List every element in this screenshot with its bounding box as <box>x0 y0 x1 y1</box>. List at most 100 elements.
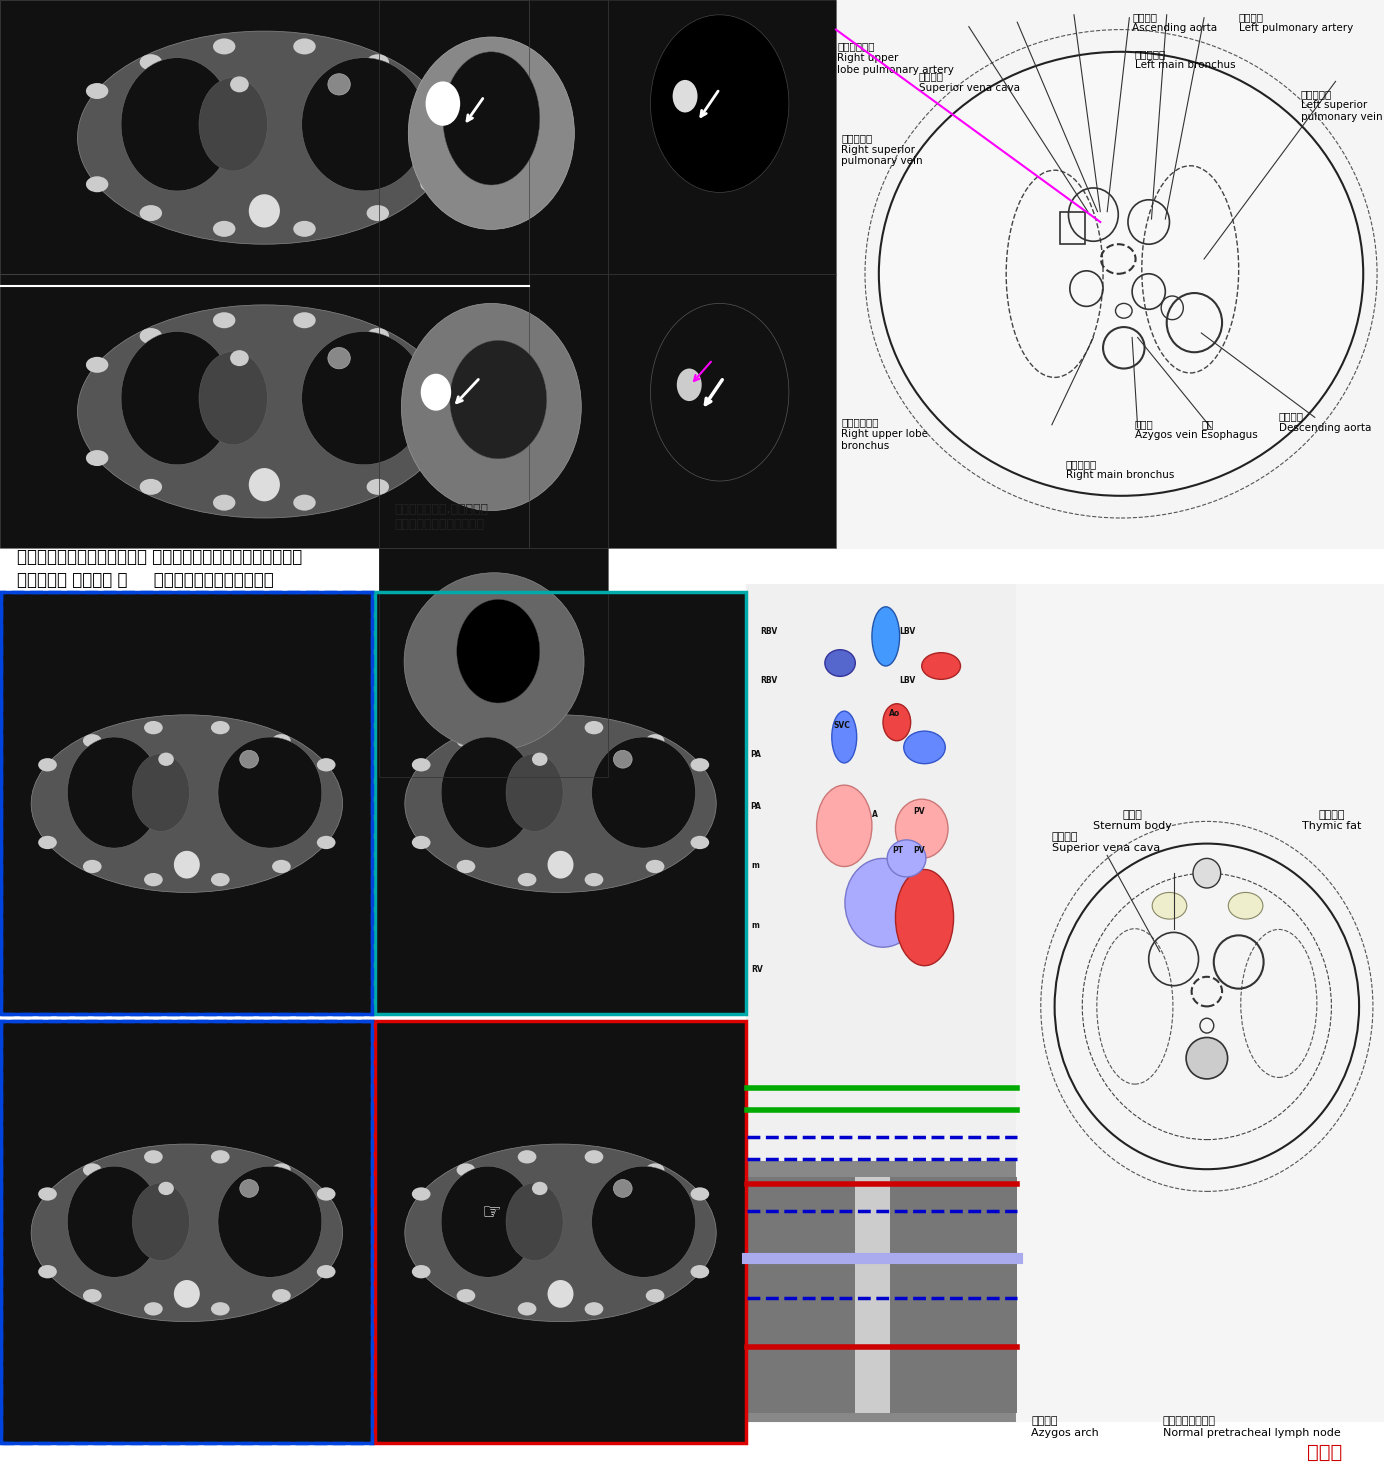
Bar <box>0 0 529 274</box>
Ellipse shape <box>273 1289 291 1302</box>
Ellipse shape <box>122 332 233 465</box>
Ellipse shape <box>239 750 259 768</box>
Ellipse shape <box>650 303 789 481</box>
Text: 奇静脉弓
Azygos arch: 奇静脉弓 Azygos arch <box>1031 1416 1099 1439</box>
Ellipse shape <box>367 329 389 343</box>
Bar <box>375 1021 746 1443</box>
Ellipse shape <box>122 58 233 191</box>
Ellipse shape <box>39 1265 57 1279</box>
Ellipse shape <box>213 312 235 329</box>
Ellipse shape <box>922 653 960 679</box>
Bar <box>836 0 1384 548</box>
Text: LBV: LBV <box>900 676 916 685</box>
Ellipse shape <box>83 1163 101 1177</box>
Text: RV: RV <box>752 965 763 974</box>
Ellipse shape <box>404 573 584 750</box>
Ellipse shape <box>86 83 108 99</box>
Ellipse shape <box>199 351 267 445</box>
Bar <box>379 548 608 777</box>
Ellipse shape <box>239 1180 259 1197</box>
Ellipse shape <box>133 753 190 832</box>
Text: PA: PA <box>750 802 761 811</box>
Text: 右上肺静脉
Right superior
pulmonary vein: 右上肺静脉 Right superior pulmonary vein <box>841 133 923 166</box>
Ellipse shape <box>302 58 426 191</box>
Bar <box>1 592 372 1014</box>
Ellipse shape <box>367 206 389 221</box>
Bar <box>1060 212 1085 244</box>
Ellipse shape <box>584 1150 603 1163</box>
Ellipse shape <box>895 869 954 966</box>
Ellipse shape <box>217 737 321 848</box>
Ellipse shape <box>825 650 855 676</box>
Ellipse shape <box>401 303 581 511</box>
Ellipse shape <box>817 784 872 867</box>
Ellipse shape <box>83 734 101 747</box>
Ellipse shape <box>421 83 443 99</box>
Text: 左上肺静脉
Left superior
pulmonary vein: 左上肺静脉 Left superior pulmonary vein <box>1301 89 1383 121</box>
Ellipse shape <box>412 1187 430 1200</box>
Ellipse shape <box>317 1187 335 1200</box>
Ellipse shape <box>68 737 161 848</box>
Ellipse shape <box>518 721 537 734</box>
Ellipse shape <box>457 1163 475 1177</box>
Ellipse shape <box>404 715 717 892</box>
Text: PV: PV <box>913 847 925 855</box>
Ellipse shape <box>144 1150 163 1163</box>
Ellipse shape <box>83 860 101 873</box>
Ellipse shape <box>78 305 451 518</box>
Ellipse shape <box>548 851 573 879</box>
Ellipse shape <box>531 1181 548 1196</box>
Ellipse shape <box>144 1302 163 1316</box>
Ellipse shape <box>32 715 342 892</box>
Ellipse shape <box>646 734 664 747</box>
Text: 右主支气管
Right main bronchus: 右主支气管 Right main bronchus <box>1066 459 1174 481</box>
Ellipse shape <box>883 703 911 740</box>
Bar <box>747 1177 1017 1413</box>
Ellipse shape <box>421 450 443 466</box>
Ellipse shape <box>174 851 199 879</box>
Ellipse shape <box>158 1181 174 1196</box>
Text: PT: PT <box>893 847 904 855</box>
Text: 右上叶支气管
Right upper lobe
bronchus: 右上叶支气管 Right upper lobe bronchus <box>841 417 929 450</box>
Text: 胸腺脂肪
Thymic fat: 胸腺脂肪 Thymic fat <box>1302 810 1360 832</box>
Ellipse shape <box>210 1302 230 1316</box>
Bar <box>608 274 836 548</box>
Ellipse shape <box>133 1183 190 1261</box>
Ellipse shape <box>421 357 443 373</box>
Text: 降主动脉
Descending aorta: 降主动脉 Descending aorta <box>1279 411 1372 434</box>
Ellipse shape <box>217 1166 321 1277</box>
Ellipse shape <box>293 221 316 237</box>
Text: A: A <box>872 810 877 818</box>
Ellipse shape <box>140 55 162 70</box>
Ellipse shape <box>273 734 291 747</box>
Text: RBV: RBV <box>760 676 776 685</box>
Ellipse shape <box>1186 1037 1228 1079</box>
Ellipse shape <box>457 734 475 747</box>
Ellipse shape <box>1229 892 1262 919</box>
Ellipse shape <box>691 1187 709 1200</box>
Bar <box>379 274 608 548</box>
Ellipse shape <box>592 737 695 848</box>
Text: ☞: ☞ <box>482 1203 501 1224</box>
Text: 正常气管前淋巴结
Normal pretracheal lymph node: 正常气管前淋巴结 Normal pretracheal lymph node <box>1163 1416 1340 1439</box>
Ellipse shape <box>367 55 389 70</box>
Text: Ao: Ao <box>889 709 900 718</box>
Ellipse shape <box>457 599 540 703</box>
Ellipse shape <box>249 194 280 228</box>
Ellipse shape <box>293 312 316 329</box>
Ellipse shape <box>328 348 350 369</box>
Ellipse shape <box>317 836 335 850</box>
Ellipse shape <box>879 52 1363 496</box>
Ellipse shape <box>86 357 108 373</box>
Ellipse shape <box>404 1144 717 1322</box>
Ellipse shape <box>412 1265 430 1279</box>
Ellipse shape <box>592 1166 695 1277</box>
Ellipse shape <box>230 351 249 366</box>
Ellipse shape <box>83 1289 101 1302</box>
Bar <box>379 274 608 548</box>
Text: 奇静脉
Azygos vein: 奇静脉 Azygos vein <box>1135 419 1197 441</box>
Ellipse shape <box>140 206 162 221</box>
Bar <box>375 592 746 1014</box>
Bar <box>0 274 529 548</box>
Ellipse shape <box>613 750 632 768</box>
